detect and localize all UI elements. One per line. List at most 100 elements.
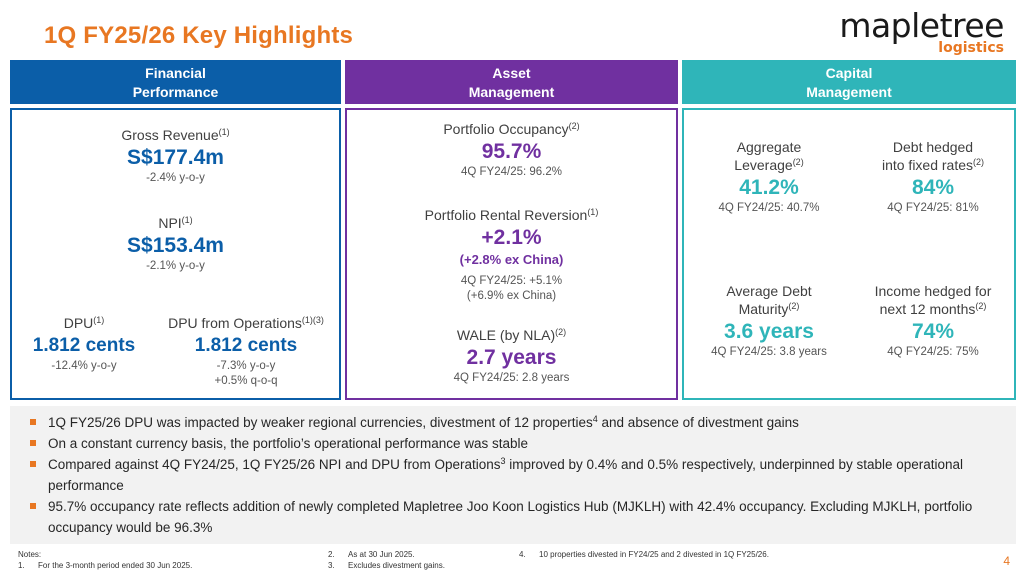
metric-change: -12.4% y-o-y — [51, 360, 117, 372]
metric-value: 95.7% — [481, 140, 542, 163]
metric-value: 1.812 cents — [32, 335, 136, 356]
label-text: Portfolio Occupancy — [443, 121, 569, 137]
metric-change: -2.1% y-o-y — [146, 260, 205, 272]
footnote-1: 1. For the 3-month period ended 30 Jun 20… — [18, 560, 192, 571]
metric-label-line1: Income hedged for — [874, 283, 992, 299]
logo-subtitle: logistics — [938, 40, 1004, 56]
metric-label: Portfolio Occupancy(2) — [347, 120, 676, 138]
list-item: Compared against 4Q FY24/25, 1Q FY25/26 … — [30, 454, 1006, 496]
capital-management-panel: Aggregate Leverage(2) 41.2% 4Q FY24/25: … — [682, 108, 1016, 400]
label-text: next 12 months — [879, 301, 976, 317]
asset-management-header: Asset Management — [345, 60, 678, 104]
footnote-text: Excludes divestment gains. — [348, 561, 445, 570]
bullet-text: On a constant currency basis, the portfo… — [48, 436, 529, 451]
metric-value: 41.2% — [739, 176, 799, 199]
metric-value: +2.1% — [481, 226, 542, 249]
label-text: WALE (by NLA) — [456, 327, 556, 343]
label-text: into fixed rates — [881, 157, 974, 173]
footnote-number: 4. — [519, 550, 526, 559]
notes-heading: Notes: — [18, 550, 42, 559]
metric-value: 3.6 years — [724, 320, 814, 343]
footnote-3: 3. Excludes divestment gains. — [328, 560, 445, 571]
footnote-ref: (1) — [587, 207, 599, 217]
asset-management-panel: Portfolio Occupancy(2) 95.7% 4Q FY24/25:… — [345, 108, 678, 400]
bullet-square-icon — [30, 440, 36, 446]
metric-value: S$177.4m — [127, 146, 224, 169]
metric-prior: 4Q FY24/25: 81% — [887, 202, 979, 214]
footnotes-column-1: Notes: 1. For the 3-month period ended 30… — [18, 549, 192, 571]
label-text: NPI — [158, 215, 182, 231]
metric-label-line1: Average Debt — [726, 283, 812, 299]
portfolio-occupancy-metric: Portfolio Occupancy(2) 95.7% 4Q FY24/25:… — [347, 120, 676, 180]
footnote-ref: (2) — [555, 327, 567, 337]
metric-sub-value: (+2.8% ex China) — [459, 252, 564, 267]
metric-label-line2: next 12 months(2) — [850, 300, 1016, 318]
aggregate-leverage-metric: Aggregate Leverage(2) 41.2% 4Q FY24/25: … — [684, 138, 854, 216]
metric-label-line2: Leverage(2) — [684, 156, 854, 174]
label-text: DPU — [63, 315, 94, 331]
footnote-ref: (1)(3) — [301, 315, 324, 325]
footnote-text: 10 properties divested in FY24/25 and 2 … — [539, 550, 769, 559]
metric-label: Portfolio Rental Reversion(1) — [347, 206, 676, 224]
label-text: Leverage — [734, 157, 793, 173]
header-line: Management — [806, 84, 892, 100]
header-line: Capital — [825, 65, 873, 81]
footnote-ref: (1) — [181, 215, 193, 225]
bullet-square-icon — [30, 419, 36, 425]
npi-metric: NPI(1) S$153.4m -2.1% y-o-y — [12, 214, 339, 274]
footnote-number: 1. — [18, 561, 25, 570]
metric-label: NPI(1) — [12, 214, 339, 232]
metric-value: S$153.4m — [127, 234, 224, 257]
key-points-list: 1Q FY25/26 DPU was impacted by weaker re… — [10, 406, 1016, 544]
label-text: DPU from Operations — [168, 315, 302, 331]
wale-metric: WALE (by NLA)(2) 2.7 years 4Q FY24/25: 2… — [347, 326, 676, 386]
metric-prior: 4Q FY24/25: 3.8 years — [711, 346, 827, 358]
header-line: Management — [468, 84, 555, 100]
metric-label: DPU(1) — [18, 314, 150, 332]
footnote-ref: (2) — [568, 121, 580, 131]
gross-revenue-metric: Gross Revenue(1) S$177.4m -2.4% y-o-y — [12, 126, 339, 186]
average-debt-maturity-metric: Average Debt Maturity(2) 3.6 years 4Q FY… — [684, 282, 854, 360]
footnote-number: 3. — [328, 561, 335, 570]
footnote-text: As at 30 Jun 2025. — [348, 550, 415, 559]
list-item: 95.7% occupancy rate reflects addition o… — [30, 496, 1006, 538]
metric-value: 84% — [911, 176, 955, 199]
metric-prior: 4Q FY24/25: 75% — [887, 346, 979, 358]
metric-prior: 4Q FY24/25: 96.2% — [460, 166, 562, 178]
metric-value: 74% — [911, 320, 955, 343]
bullet-text: 1Q FY25/26 DPU was impacted by weaker re… — [48, 415, 593, 430]
income-hedged-metric: Income hedged for next 12 months(2) 74% … — [850, 282, 1016, 360]
header-line: Asset — [492, 65, 531, 81]
metric-prior: 4Q FY24/25: 40.7% — [718, 202, 820, 214]
label-text: Maturity — [738, 301, 789, 317]
footnote-text: For the 3-month period ended 30 Jun 2025… — [38, 561, 193, 570]
bullet-text-cont: improved by 0.4% and 0.5% respectively, … — [48, 457, 964, 493]
financial-performance-header: Financial Performance — [10, 60, 341, 104]
mapletree-logistics-logo: mapletree logistics — [839, 6, 1010, 56]
bullet-text-cont: and absence of divestment gains — [597, 415, 799, 430]
logo-wordmark: mapletree — [839, 6, 1004, 45]
bullet-text: Compared against 4Q FY24/25, 1Q FY25/26 … — [48, 457, 501, 472]
footnote-ref: (1) — [218, 127, 230, 137]
metric-label-line1: Debt hedged — [892, 139, 974, 155]
footnote-4: 4. 10 properties divested in FY24/25 and … — [519, 549, 769, 560]
footnote-ref: (2) — [975, 301, 987, 311]
metric-change-yoy: -7.3% y-o-y — [216, 360, 276, 372]
capital-management-header: Capital Management — [682, 60, 1016, 104]
metric-label-line2: into fixed rates(2) — [850, 156, 1016, 174]
header-line: Performance — [132, 84, 219, 100]
footnote-ref: (1) — [93, 315, 105, 325]
rental-reversion-metric: Portfolio Rental Reversion(1) +2.1% (+2.… — [347, 206, 676, 304]
footnotes-column-2: 2. As at 30 Jun 2025. 3. Excludes divestme… — [328, 549, 445, 571]
page-title: 1Q FY25/26 Key Highlights — [44, 22, 354, 49]
financial-performance-panel: Gross Revenue(1) S$177.4m -2.4% y-o-y NP… — [10, 108, 341, 400]
metric-label-line2: Maturity(2) — [684, 300, 854, 318]
metric-prior: 4Q FY24/25: 2.8 years — [453, 372, 570, 384]
metric-label-line1: Aggregate — [736, 139, 802, 155]
metric-prior-ex-china: (+6.9% ex China) — [466, 290, 557, 302]
footnote-ref: (2) — [973, 157, 985, 167]
list-item: 1Q FY25/26 DPU was impacted by weaker re… — [30, 412, 1006, 433]
metric-change-qoq: +0.5% q-o-q — [214, 375, 278, 387]
label-text: Gross Revenue — [121, 127, 219, 143]
dpu-from-operations-metric: DPU from Operations(1)(3) 1.812 cents -7… — [158, 314, 334, 389]
